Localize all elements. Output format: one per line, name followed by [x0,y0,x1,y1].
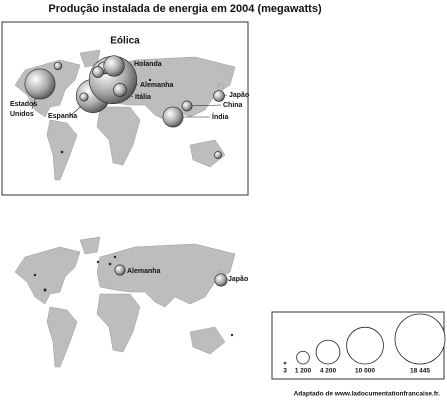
chart-title: Produção instalada de energia em 2004 (m… [48,3,322,15]
bubble [213,90,225,102]
legend-label: 3 [283,368,287,375]
legend-label: 4 200 [320,368,337,375]
bubble [113,83,127,97]
legend-label: 10 000 [355,368,375,375]
bubble [24,68,56,100]
dot [60,150,64,154]
bubble [103,55,125,77]
bubble [114,264,126,276]
country-label: Espanha [48,113,77,120]
country-label: Japão [229,92,249,99]
legend-bubble [315,339,341,365]
legend-label: 18 445 [410,368,430,375]
country-label: Índia [212,112,228,121]
bubble [92,66,104,78]
country-label: China [223,102,243,109]
bubble [214,273,228,287]
country-label: Holanda [134,61,162,68]
legend-bubble [283,361,287,365]
world-map [14,236,236,368]
country-label: Japão [228,276,248,283]
bubble [79,92,89,102]
country-label: Alemanha [140,82,174,89]
map-title: Eólica [110,36,140,47]
dot [108,262,112,266]
bubble [162,106,184,128]
dot [230,333,234,337]
bubble [181,100,193,112]
country-label: Alemanha [127,268,161,275]
legend-bubble [394,313,446,365]
dot [33,273,37,277]
bubble [214,151,222,159]
dot [113,255,117,259]
dot [148,78,152,82]
legend-bubble [346,326,384,365]
legend-label: 1 200 [295,368,312,375]
country-label: Estados Unidos [10,101,37,118]
bubble [53,61,63,71]
legend-bubble [296,350,310,365]
dot [96,260,100,264]
country-label: Itália [135,94,151,101]
dot [43,288,47,292]
source: Adaptado de www.ladocumentationfrancaise… [294,391,441,398]
leader-line [186,104,222,107]
